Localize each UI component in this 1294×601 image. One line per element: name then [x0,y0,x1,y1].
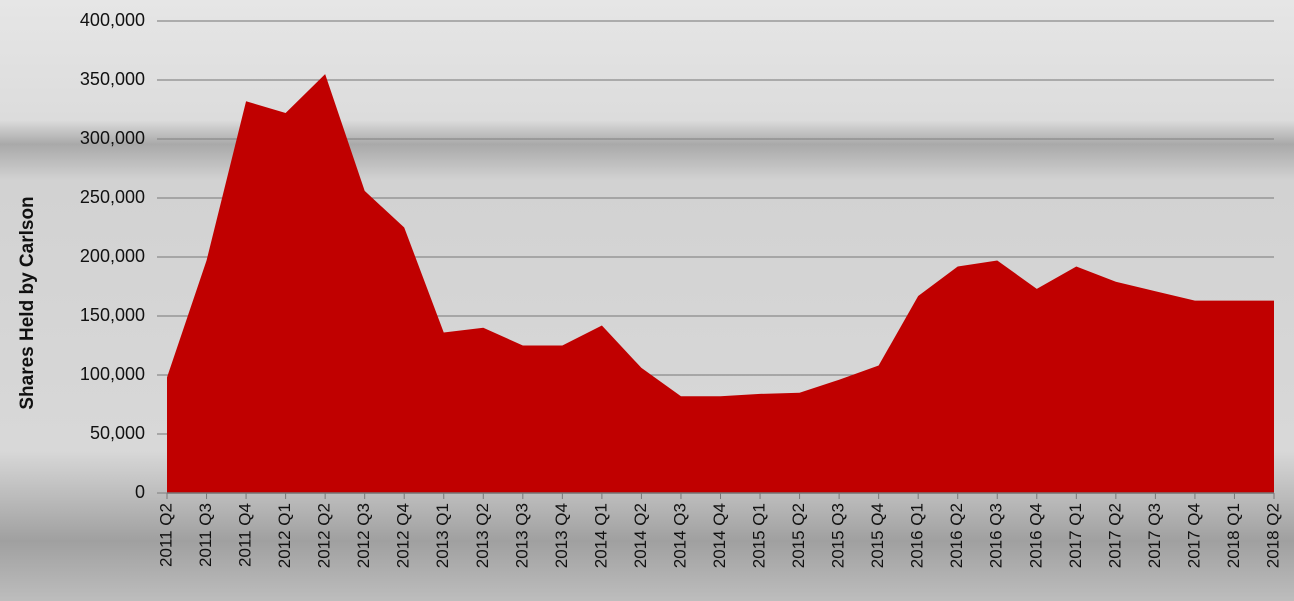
x-tick-label: 2017 Q1 [1066,503,1085,568]
x-tick-label: 2012 Q4 [394,503,413,568]
x-tick-label: 2013 Q3 [512,503,531,568]
x-tick-label: 2015 Q2 [789,503,808,568]
y-tick-label: 300,000 [80,128,145,148]
x-tick-label: 2018 Q1 [1224,503,1243,568]
y-tick-label: 0 [135,482,145,502]
y-tick-label: 400,000 [80,10,145,30]
x-tick-label: 2011 Q4 [236,503,255,567]
y-tick-label: 100,000 [80,364,145,384]
x-tick-label: 2015 Q1 [750,503,769,568]
x-tick-label: 2017 Q3 [1145,503,1164,568]
x-tick-label: 2012 Q3 [354,503,373,568]
x-tick-label: 2016 Q3 [987,503,1006,568]
y-tick-label: 50,000 [90,423,145,443]
x-tick-label: 2015 Q4 [868,503,887,568]
x-tick-label: 2014 Q3 [670,503,689,568]
x-tick-label: 2013 Q2 [473,503,492,568]
x-tick-label: 2018 Q2 [1263,503,1282,568]
y-tick-label: 200,000 [80,246,145,266]
y-tick-label: 150,000 [80,305,145,325]
y-axis-label: Shares Held by Carlson [17,196,38,409]
x-tick-label: 2016 Q4 [1026,503,1045,568]
x-tick-label: 2017 Q4 [1184,503,1203,568]
x-tick-label: 2015 Q3 [829,503,848,568]
x-tick-label: 2014 Q1 [591,503,610,568]
x-tick-label: 2014 Q2 [631,503,650,568]
x-tick-label: 2017 Q2 [1105,503,1124,568]
x-tick-label: 2016 Q1 [908,503,927,568]
y-tick-label: 250,000 [80,187,145,207]
x-tick-label: 2012 Q1 [275,503,294,568]
area [167,74,1274,493]
x-tick-label: 2016 Q2 [947,503,966,568]
x-tick-label: 2014 Q4 [710,503,729,568]
y-tick-label: 350,000 [80,69,145,89]
x-tick-label: 2013 Q1 [433,503,452,568]
x-tick-label: 2011 Q2 [156,503,175,567]
x-tick-label: 2012 Q2 [315,503,334,568]
x-tick-label: 2013 Q4 [552,503,571,568]
x-tick-label: 2011 Q3 [196,503,215,567]
